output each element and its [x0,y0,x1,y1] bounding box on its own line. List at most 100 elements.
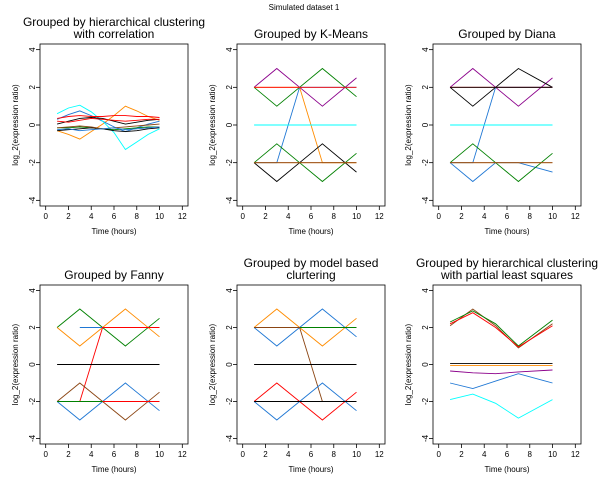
series-line-3 [56,104,160,151]
x-tick-label: 4 [482,212,487,221]
x-tick-label: 4 [286,212,291,221]
series-line-9 [57,126,160,132]
x-tick-label: 6 [505,212,510,221]
series-line-1 [56,105,160,140]
x-tick-label: 0 [43,212,48,221]
x-tick-label: 8 [332,212,337,221]
y-axis-label: log_2(expression ratio) [404,323,413,405]
y-tick-label: 2 [225,85,234,90]
x-tick-label: 10 [155,450,164,459]
x-tick-label: 0 [240,212,245,221]
y-tick-label: -2 [421,159,430,167]
x-tick-label: 6 [505,450,510,459]
x-tick-label: 6 [309,450,314,459]
x-tick-label: 2 [459,450,464,459]
panel-2: Grouped by K-Means 0 2 4 6 8 10 12 -4 -2 0 2 4 Time (… [208,27,386,236]
x-tick-label: 12 [178,212,187,221]
panel-6: Grouped by hierarchical clustering with p… [404,256,598,474]
x-tick-label: 8 [135,450,140,459]
panel-1: Grouped by hierarchical clustering with c… [11,15,205,236]
panel-3: Grouped by Diana 0 2 4 6 8 10 12 -4 -2 0 2 4 Time (ho… [404,27,582,236]
x-axis-label: Time (hours) [91,227,136,236]
y-axis-label: log_2(expression ratio) [208,323,217,405]
y-tick-label: 0 [28,362,37,367]
y-tick-label: -4 [28,434,37,442]
x-tick-label: 12 [375,212,384,221]
x-tick-label: 6 [309,212,314,221]
y-tick-label: 4 [225,47,234,52]
x-tick-label: 0 [436,212,441,221]
x-tick-label: 2 [459,212,464,221]
x-axis-label: Time (hours) [91,465,136,474]
y-tick-label: 4 [421,47,430,52]
y-tick-label: -2 [28,397,37,405]
y-tick-label: 0 [225,362,234,367]
y-tick-label: 0 [421,362,430,367]
panel-4: Grouped by Fanny 0 2 4 6 8 10 12 -4 -2 0 2 4 Time (ho… [11,268,189,474]
series-line-7 [57,127,160,133]
y-tick-label: 4 [225,288,234,293]
series-line-2 [56,110,160,133]
y-tick-label: -2 [225,159,234,167]
panels: Grouped by hierarchical clustering with c… [11,15,598,474]
x-tick-label: 6 [112,450,117,459]
x-tick-label: 10 [352,450,361,459]
y-tick-label: -4 [225,434,234,442]
series-line-3 [449,312,553,348]
series-line-4 [57,115,160,119]
y-axis-label: log_2(expression ratio) [11,84,20,166]
y-tick-label: 4 [421,288,430,293]
panel-title: Grouped by hierarchical clustering with p… [416,256,598,282]
x-tick-label: 4 [286,450,291,459]
y-axis-label: log_2(expression ratio) [11,323,20,405]
y-tick-label: 2 [28,85,37,90]
x-axis-label: Time (hours) [484,227,529,236]
y-tick-label: -2 [421,397,430,405]
y-tick-label: 4 [28,288,37,293]
x-tick-label: 2 [66,450,71,459]
y-tick-label: 2 [225,325,234,330]
panel-5: Grouped by model based clurtering 0 2 4 6 8 10 1… [208,256,386,474]
plot-frame [432,284,582,445]
y-tick-label: -4 [421,196,430,204]
y-tick-label: 0 [225,122,234,127]
x-axis-label: Time (hours) [288,227,333,236]
y-tick-label: 2 [28,325,37,330]
x-tick-label: 4 [89,450,94,459]
x-tick-label: 8 [332,450,337,459]
x-tick-label: 10 [155,212,164,221]
y-tick-label: -4 [421,434,430,442]
series-line-5 [56,117,160,125]
x-tick-label: 4 [89,212,94,221]
x-tick-label: 8 [135,212,140,221]
series-line-7 [449,373,553,389]
x-tick-label: 2 [263,212,268,221]
y-tick-label: 2 [421,85,430,90]
x-tick-label: 2 [66,212,71,221]
x-axis-label: Time (hours) [484,465,529,474]
x-tick-label: 10 [352,212,361,221]
y-tick-label: 0 [28,122,37,127]
y-axis-label: log_2(expression ratio) [404,84,413,166]
x-axis-label: Time (hours) [288,465,333,474]
y-tick-label: -2 [28,159,37,167]
x-tick-label: 12 [571,450,580,459]
x-tick-label: 8 [528,212,533,221]
x-tick-label: 8 [528,450,533,459]
series-line-6 [450,369,553,375]
x-tick-label: 4 [482,450,487,459]
series-line-10 [57,117,160,123]
series-line-2 [449,310,553,347]
x-tick-label: 10 [548,450,557,459]
x-tick-label: 12 [375,450,384,459]
y-tick-label: -4 [28,196,37,204]
x-tick-label: 6 [112,212,117,221]
y-tick-label: -2 [225,397,234,405]
panel-title: Grouped by Fanny [64,268,163,282]
y-tick-label: 2 [421,325,430,330]
figure-title: Simulated dataset 1 [269,3,340,12]
y-axis-label: log_2(expression ratio) [208,84,217,166]
panel-title: Grouped by hierarchical clustering with c… [23,15,205,41]
x-tick-label: 0 [436,450,441,459]
